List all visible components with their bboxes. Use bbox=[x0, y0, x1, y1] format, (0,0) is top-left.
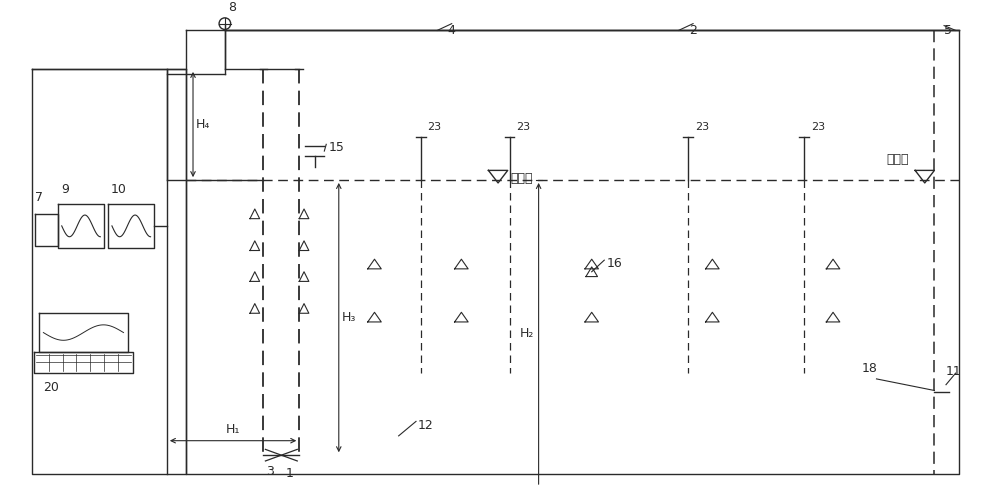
Text: 23: 23 bbox=[428, 122, 442, 132]
Text: 12: 12 bbox=[418, 420, 434, 432]
Text: 23: 23 bbox=[811, 122, 825, 132]
Text: H₃: H₃ bbox=[342, 311, 356, 324]
Text: 土表面: 土表面 bbox=[511, 172, 533, 184]
Text: 5: 5 bbox=[944, 24, 952, 36]
Text: 10: 10 bbox=[111, 184, 127, 196]
Text: H₄: H₄ bbox=[196, 118, 210, 131]
Text: 2: 2 bbox=[689, 24, 697, 36]
Text: 11: 11 bbox=[946, 365, 962, 378]
Text: 23: 23 bbox=[695, 122, 709, 132]
Text: 20: 20 bbox=[43, 381, 59, 394]
Text: H₂: H₂ bbox=[519, 327, 534, 340]
Text: 水表面: 水表面 bbox=[886, 152, 909, 166]
Text: 16: 16 bbox=[606, 258, 622, 270]
Text: 1: 1 bbox=[286, 467, 294, 480]
Text: 18: 18 bbox=[862, 362, 878, 375]
Text: H₁: H₁ bbox=[226, 423, 240, 436]
Text: 3: 3 bbox=[266, 465, 274, 478]
Text: 8: 8 bbox=[228, 1, 236, 14]
Text: 4: 4 bbox=[448, 24, 456, 36]
Text: 9: 9 bbox=[61, 184, 69, 196]
Text: 7: 7 bbox=[35, 191, 43, 204]
Text: 15: 15 bbox=[329, 142, 345, 154]
Text: 23: 23 bbox=[516, 122, 531, 132]
